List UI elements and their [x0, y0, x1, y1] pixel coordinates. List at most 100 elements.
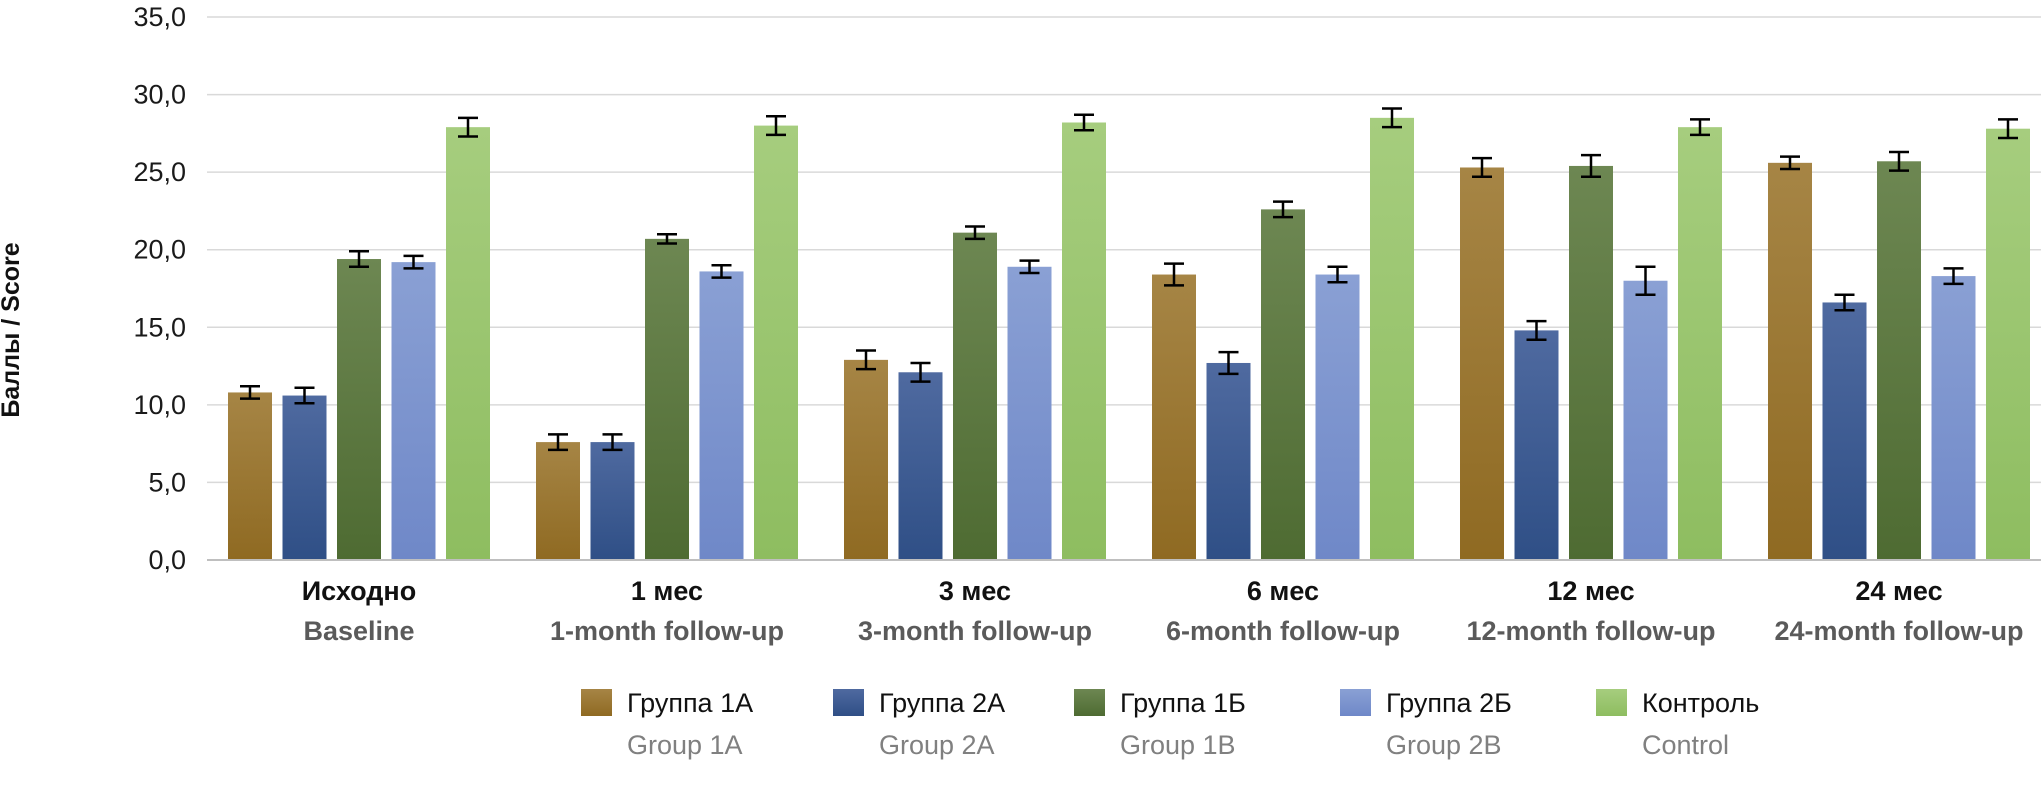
error-bar [1998, 118, 2018, 140]
error-bar [602, 433, 623, 452]
bar [1206, 362, 1251, 560]
y-tick-label: 5,0 [148, 467, 186, 497]
error-bar [1019, 259, 1040, 275]
error-bar [349, 250, 369, 269]
error-bar [1382, 107, 1402, 129]
legend-swatch [581, 689, 612, 716]
y-tick-label: 35,0 [133, 2, 186, 32]
category-label-en: 12-month follow-up [1467, 616, 1716, 646]
category-label-en: 1-month follow-up [550, 616, 784, 646]
legend-label-ru: Контроль [1642, 688, 1759, 718]
legend-item: Группа 1А Group 1A [581, 688, 753, 760]
error-bars [240, 107, 2018, 452]
bar [282, 395, 327, 560]
error-bar [711, 263, 732, 279]
bar [1007, 266, 1052, 560]
bar [1152, 274, 1196, 560]
category-label-ru: Исходно [302, 576, 417, 606]
bar [898, 372, 943, 560]
bar [1931, 276, 1976, 560]
error-bar [240, 384, 260, 400]
category-label-ru: 12 мес [1547, 576, 1634, 606]
error-bar [1889, 150, 1909, 172]
category-label-ru: 3 мес [939, 576, 1011, 606]
error-bar [1943, 267, 1964, 286]
bar [1986, 128, 2030, 560]
bar [699, 271, 744, 560]
bar [1315, 274, 1360, 560]
y-tick-label: 15,0 [133, 312, 186, 342]
y-tick-label: 0,0 [148, 545, 186, 575]
category-label-en: 3-month follow-up [858, 616, 1092, 646]
error-bar [1074, 113, 1094, 132]
bar [1877, 161, 1921, 561]
bar [1623, 280, 1668, 560]
bar [1678, 127, 1722, 560]
error-bar [458, 116, 478, 138]
bar [645, 238, 689, 560]
bars [228, 117, 2030, 561]
bar [844, 359, 888, 560]
error-bar [403, 254, 424, 270]
bar [953, 232, 997, 561]
legend-label-ru: Группа 1А [627, 688, 753, 718]
bar [1062, 122, 1106, 561]
legend-item: Группа 1Б Group 1B [1074, 688, 1246, 760]
error-bar [1526, 319, 1547, 341]
error-bar [1635, 265, 1656, 296]
bar [1261, 209, 1305, 560]
bar [446, 127, 490, 560]
legend-item: Группа 2А Group 2A [833, 688, 1005, 760]
category-label-en: 24-month follow-up [1775, 616, 2024, 646]
bar [590, 442, 635, 560]
bar [1768, 162, 1812, 560]
bar [1569, 165, 1613, 561]
error-bar [1834, 293, 1855, 312]
legend-swatch [1074, 689, 1105, 716]
bar [337, 259, 381, 560]
error-bar [965, 225, 985, 241]
category-label-ru: 1 мес [631, 576, 703, 606]
error-bar [1780, 155, 1800, 171]
error-bar [657, 232, 677, 245]
error-bar [856, 349, 876, 371]
bar [228, 392, 272, 560]
y-tick-label: 30,0 [133, 80, 186, 110]
error-bar [548, 433, 568, 452]
category-label-ru: 24 мес [1855, 576, 1942, 606]
legend-swatch [1596, 689, 1627, 716]
error-bar [910, 361, 931, 383]
category-label-en: 6-month follow-up [1166, 616, 1400, 646]
legend-item: Группа 2Б Group 2B [1340, 688, 1512, 760]
legend-swatch [1340, 689, 1371, 716]
bar [1460, 167, 1504, 560]
legend-item: Контроль Control [1596, 688, 1759, 760]
category-label-en: Baseline [303, 616, 414, 646]
y-axis-ticks: 0,0 5,0 10,0 15,0 20,0 25,0 30,0 35,0 [133, 2, 186, 575]
y-tick-label: 20,0 [133, 235, 186, 265]
error-bar [1327, 265, 1348, 284]
legend-label-en: Control [1642, 730, 1729, 760]
legend-label-en: Group 2B [1386, 730, 1502, 760]
bar [536, 442, 580, 560]
bar [1822, 302, 1867, 560]
legend-label-ru: Группа 1Б [1120, 688, 1246, 718]
category-label-ru: 6 мес [1247, 576, 1319, 606]
legend-label-ru: Группа 2Б [1386, 688, 1512, 718]
error-bar [1581, 153, 1601, 179]
legend-label-en: Group 2A [879, 730, 995, 760]
y-tick-label: 10,0 [133, 390, 186, 420]
error-bar [294, 386, 315, 405]
error-bar [766, 115, 786, 137]
legend-label-en: Group 1A [627, 730, 743, 760]
legend-label-en: Group 1B [1120, 730, 1236, 760]
error-bar [1472, 156, 1492, 179]
error-bar [1690, 118, 1710, 137]
gridlines [207, 16, 2041, 484]
y-tick-label: 25,0 [133, 157, 186, 187]
bar [1370, 117, 1414, 560]
error-bar [1273, 200, 1293, 219]
error-bar [1218, 350, 1239, 376]
